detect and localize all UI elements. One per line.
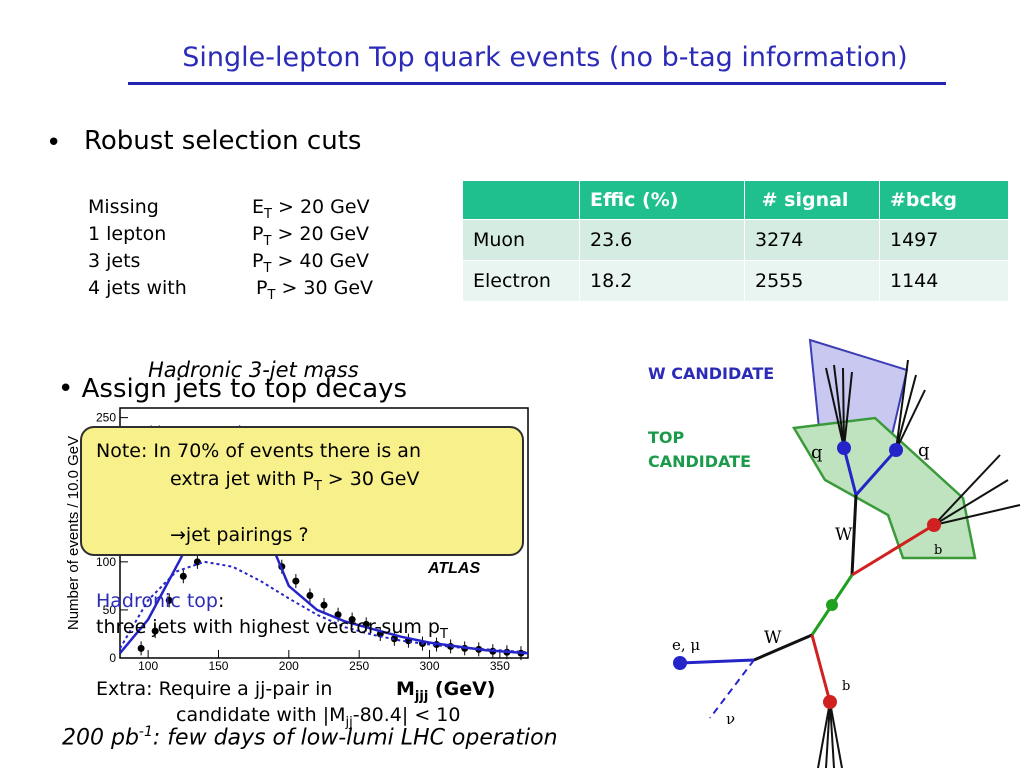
w-boson-line bbox=[850, 494, 858, 576]
x-tick-label: 150 bbox=[208, 659, 228, 670]
data-point bbox=[165, 596, 173, 604]
neutrino-label: ν bbox=[726, 710, 735, 728]
table-cell: Electron bbox=[462, 260, 580, 302]
cut-condition: PT > 40 GeV bbox=[252, 250, 370, 276]
column-header: #bckg bbox=[879, 180, 1009, 220]
top-candidate-cone bbox=[791, 416, 977, 560]
w-label: W bbox=[764, 628, 782, 648]
top-candidate-label: TOP bbox=[648, 428, 685, 447]
hadronic-top-text: three jets with highest vector-sum pT bbox=[96, 616, 448, 642]
x-tick-label: 350 bbox=[490, 659, 510, 670]
table-cell: 1497 bbox=[879, 219, 1009, 261]
note-line: extra jet with PT > 30 GeV bbox=[170, 468, 420, 494]
data-point bbox=[179, 572, 187, 580]
data-point bbox=[137, 644, 145, 652]
x-tick-label: 300 bbox=[420, 659, 440, 670]
cut-condition: PT > 30 GeV bbox=[256, 277, 374, 303]
table-cell: 3274 bbox=[744, 219, 880, 261]
bullet-robust-cuts: Robust selection cuts bbox=[84, 126, 362, 156]
footer-note: 200 pb-1: few days of low-lumi LHC opera… bbox=[62, 724, 558, 751]
b-vertex bbox=[823, 695, 837, 709]
cut-name: Missing bbox=[88, 196, 159, 218]
table-cell: Muon bbox=[462, 219, 580, 261]
y-tick-label: 50 bbox=[103, 603, 117, 617]
data-point bbox=[151, 627, 159, 635]
y-axis-label: Number of events / 10.0 GeV bbox=[65, 436, 82, 630]
neutrino-line bbox=[709, 659, 755, 719]
table-cell: 23.6 bbox=[579, 219, 745, 261]
plot-title: Hadronic 3-jet mass bbox=[148, 358, 359, 382]
extra-requirement: Extra: Require a jj-pair in bbox=[96, 678, 333, 700]
cut-name: 1 lepton bbox=[88, 223, 167, 245]
x-tick-label: 200 bbox=[279, 659, 299, 670]
b-quark-line bbox=[810, 634, 832, 703]
table-cell: 18.2 bbox=[579, 260, 745, 302]
column-header: Effic (%) bbox=[579, 180, 745, 220]
quark-line bbox=[842, 447, 858, 496]
lepton-label: e, μ bbox=[672, 636, 700, 654]
table-cell: 1144 bbox=[879, 260, 1009, 302]
lepton-line bbox=[679, 658, 755, 665]
w-label: W bbox=[835, 525, 853, 545]
note-line: Note: In 70% of events there is an bbox=[96, 440, 421, 462]
event-diagram: W CANDIDATE TOP CANDIDATE q q b W W e, μ… bbox=[648, 338, 1021, 768]
bullet-dot: • bbox=[46, 128, 62, 158]
experiment-label: ATLAS bbox=[427, 560, 480, 577]
y-tick-label: 100 bbox=[96, 555, 116, 569]
x-tick-label: 100 bbox=[138, 659, 158, 670]
jet-tracks bbox=[817, 359, 1021, 768]
table-row: Muon 23.6 3274 1497 bbox=[462, 219, 1009, 261]
data-point bbox=[306, 592, 314, 599]
quark-line bbox=[854, 449, 898, 496]
top-candidate-label: CANDIDATE bbox=[648, 452, 751, 471]
extra-requirement: candidate with |Mjj-80.4| < 10 bbox=[176, 704, 461, 730]
b-label: b bbox=[934, 543, 942, 558]
slide-title: Single-lepton Top quark events (no b-tag… bbox=[182, 42, 908, 73]
hadronic-top-label: Hadronic top: bbox=[96, 590, 225, 612]
quark-vertex bbox=[837, 441, 851, 455]
quark-label: q bbox=[918, 440, 930, 461]
w-boson-line bbox=[753, 633, 813, 662]
data-point bbox=[334, 611, 342, 619]
note-line: →jet pairings ? bbox=[170, 524, 309, 546]
table-row: Electron 18.2 2555 1144 bbox=[462, 260, 1009, 302]
y-tick-label: 250 bbox=[96, 411, 116, 425]
background-curve bbox=[119, 560, 529, 654]
b-vertex bbox=[927, 518, 941, 532]
top-quark-line bbox=[830, 574, 854, 606]
column-header: # signal bbox=[744, 180, 880, 220]
lepton-vertex bbox=[673, 656, 687, 670]
quark-vertex bbox=[889, 443, 903, 457]
efficiency-table: Effic (%) # signal #bckg Muon 23.6 3274 … bbox=[462, 180, 1009, 302]
w-candidate-label: W CANDIDATE bbox=[648, 364, 774, 383]
cut-condition: PT > 20 GeV bbox=[252, 223, 370, 249]
top-vertex bbox=[826, 599, 838, 611]
cut-name: 4 jets with bbox=[88, 277, 187, 299]
b-label: b bbox=[842, 679, 850, 694]
data-point bbox=[348, 616, 356, 624]
x-tick-label: 250 bbox=[349, 659, 369, 670]
table-header-row: Effic (%) # signal #bckg bbox=[462, 180, 1009, 220]
y-tick-label: 0 bbox=[109, 651, 116, 665]
column-header bbox=[462, 180, 580, 220]
b-quark-line bbox=[851, 523, 935, 577]
cut-condition: ET > 20 GeV bbox=[252, 196, 370, 222]
table-cell: 2555 bbox=[744, 260, 880, 302]
bullet-assign-jets: • Assign jets to top decays bbox=[58, 374, 408, 404]
x-axis-label: Mjjj (GeV) bbox=[394, 678, 498, 704]
note-box: Note: In 70% of events there is an extra… bbox=[80, 426, 524, 556]
quark-label: q bbox=[811, 442, 823, 463]
data-point bbox=[292, 577, 300, 585]
data-point bbox=[320, 601, 328, 609]
top-quark-line bbox=[810, 604, 834, 636]
title-underline bbox=[128, 82, 946, 85]
cut-name: 3 jets bbox=[88, 250, 141, 272]
